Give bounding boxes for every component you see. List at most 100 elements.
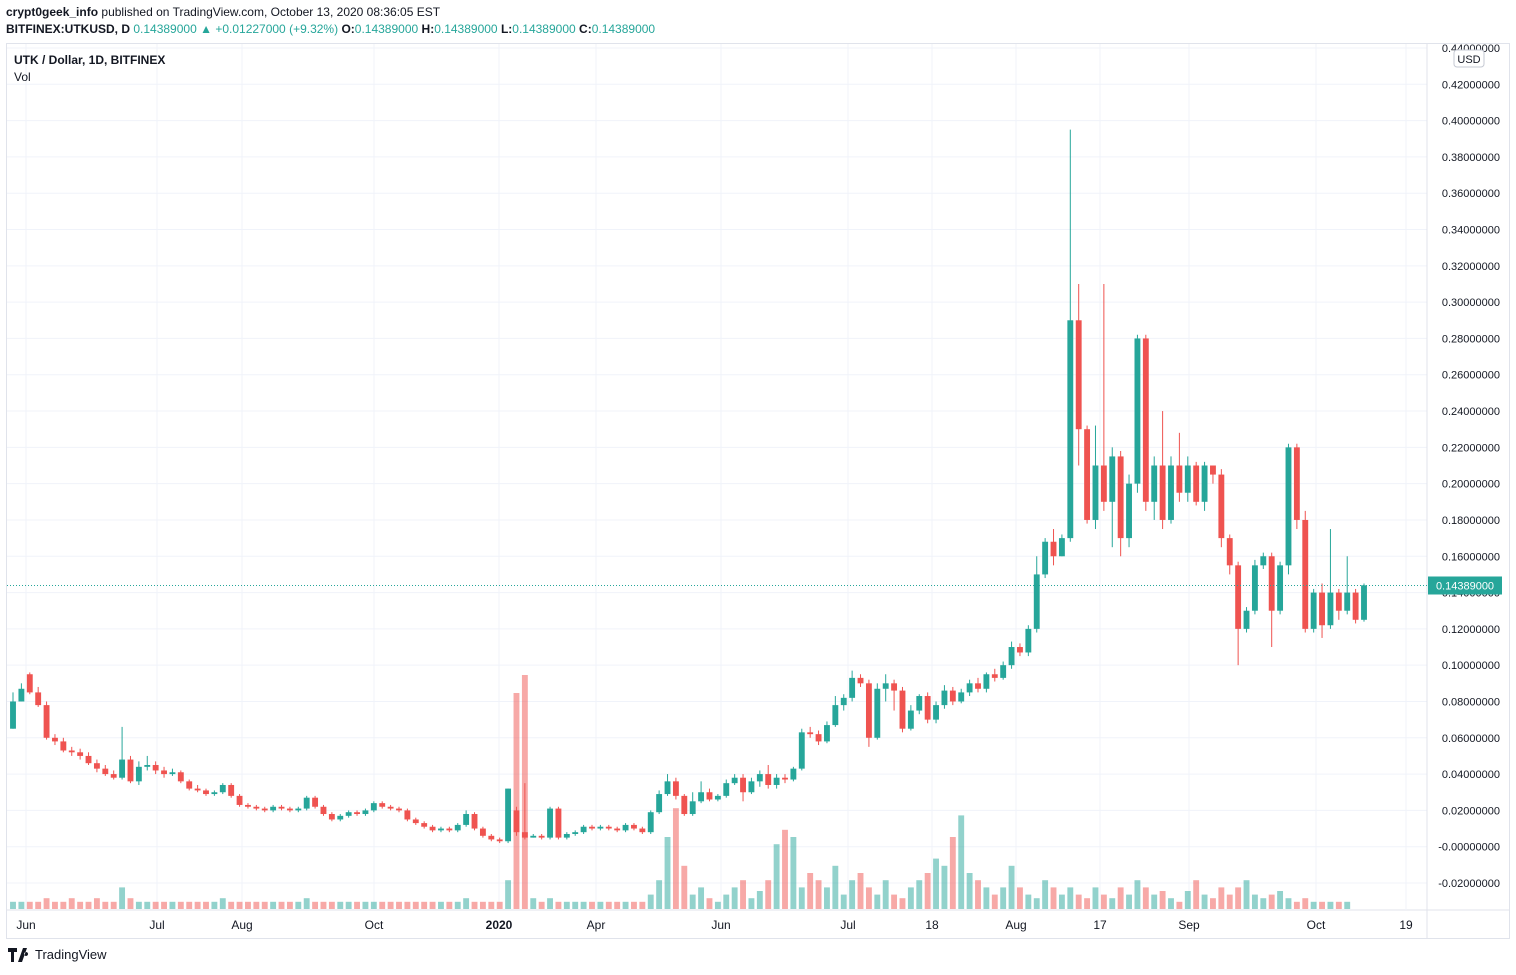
- candle-body: [580, 826, 587, 833]
- candle-body: [43, 705, 50, 738]
- candle-body: [614, 828, 621, 831]
- x-tick-label: Sep: [1178, 918, 1200, 932]
- tradingview-logo[interactable]: TradingView: [8, 947, 107, 962]
- volume-bar: [119, 887, 126, 909]
- candle-body: [144, 765, 151, 767]
- x-tick-label: 17: [1093, 918, 1107, 932]
- volume-bar: [328, 901, 335, 909]
- y-tick-label: 0.06000000: [1442, 733, 1500, 745]
- volume-bar: [26, 901, 33, 909]
- volume-bar: [245, 901, 251, 909]
- volume-bar: [1117, 887, 1124, 909]
- volume-bar: [354, 901, 360, 909]
- candle-body: [639, 828, 646, 833]
- volume-bar: [1235, 887, 1242, 909]
- candle-body: [1000, 665, 1007, 678]
- volume-bar: [85, 901, 92, 909]
- volume-bar: [135, 901, 142, 909]
- candle-body: [454, 824, 461, 831]
- candle-body: [68, 750, 75, 753]
- y-tick-label: 0.16000000: [1442, 551, 1500, 563]
- currency-badge: [1453, 49, 1485, 68]
- candle-body: [798, 732, 805, 769]
- candle-body: [211, 792, 218, 795]
- volume-bar: [1201, 894, 1208, 909]
- volume-bar: [1025, 894, 1032, 909]
- volume-bar: [790, 837, 797, 909]
- volume-bar: [1109, 898, 1116, 909]
- candle-body: [882, 683, 889, 689]
- x-tick-label: Jun: [16, 918, 35, 932]
- candle-body: [958, 692, 965, 702]
- volume-bar: [1050, 887, 1057, 909]
- volume-bar: [1159, 891, 1166, 909]
- last-price: 0.14389000: [133, 22, 197, 36]
- candle-body: [941, 690, 948, 706]
- volume-bar: [975, 880, 981, 909]
- candle-body: [698, 792, 705, 802]
- candle-body: [429, 826, 436, 831]
- volume-bar: [1042, 880, 1049, 909]
- candle-body: [1142, 338, 1149, 502]
- volume-bar: [1084, 898, 1091, 909]
- candle-body: [362, 810, 369, 815]
- candle-body: [194, 788, 201, 791]
- author-name[interactable]: crypt0geek_info: [6, 5, 99, 19]
- volume-bar: [312, 901, 319, 909]
- volume-bar: [60, 901, 67, 909]
- candle-body: [1319, 592, 1325, 626]
- volume-bar: [521, 675, 528, 909]
- volume-bar: [1302, 898, 1309, 909]
- candle-body: [1109, 456, 1116, 502]
- volume-bar: [857, 873, 864, 909]
- x-tick-label: Oct: [365, 918, 384, 932]
- volume-bar: [1033, 898, 1040, 909]
- ohlc-line: BITFINEX:UTKUSD, D 0.14389000 ▲ +0.01227…: [6, 21, 655, 38]
- volume-bar: [219, 898, 226, 909]
- volume-bar: [102, 901, 109, 909]
- y-tick-label: 0.30000000: [1442, 297, 1500, 309]
- candle-body: [496, 839, 503, 842]
- candle-body: [714, 795, 721, 800]
- volume-bar: [295, 901, 302, 909]
- volume-bar: [748, 898, 755, 909]
- candle-body: [773, 777, 780, 785]
- volume-bar: [1218, 887, 1225, 909]
- volume-bar: [43, 898, 50, 909]
- volume-bar: [211, 901, 218, 909]
- y-tick-label: 0.38000000: [1442, 152, 1500, 164]
- volume-bar: [337, 901, 344, 909]
- candle-body: [203, 790, 209, 795]
- candle-body: [664, 781, 671, 795]
- volume-bar: [840, 894, 847, 909]
- volume-bar: [438, 901, 444, 909]
- y-tick-label: -0.02000000: [1438, 878, 1500, 890]
- candle-body: [1193, 465, 1200, 502]
- candle-body: [354, 812, 360, 815]
- candle-body: [1033, 574, 1040, 629]
- candle-body: [1117, 456, 1124, 539]
- candle-body: [1226, 538, 1233, 566]
- y-tick-label: 0.40000000: [1442, 116, 1500, 128]
- candle-body: [110, 774, 117, 778]
- y-tick-label: 0.28000000: [1442, 333, 1500, 345]
- volume-bar: [370, 901, 377, 909]
- candle-body: [631, 824, 637, 829]
- low-value: 0.14389000: [512, 22, 576, 36]
- volume-bar: [1058, 894, 1065, 909]
- candle-body: [1008, 647, 1015, 666]
- candle-body: [1277, 565, 1284, 611]
- volume-bar: [169, 901, 176, 909]
- tradingview-brand: TradingView: [35, 947, 107, 962]
- candle-body: [916, 696, 923, 711]
- volume-bar: [1335, 901, 1342, 909]
- volume-bar: [1293, 901, 1300, 909]
- chart-frame[interactable]: [6, 43, 1510, 939]
- candle-body: [270, 806, 277, 811]
- candle-body: [1310, 592, 1317, 629]
- volume-bar: [253, 901, 260, 909]
- x-tick-label: Oct: [1307, 918, 1326, 932]
- x-tick-label: Jul: [840, 918, 855, 932]
- volume-bar: [52, 901, 58, 909]
